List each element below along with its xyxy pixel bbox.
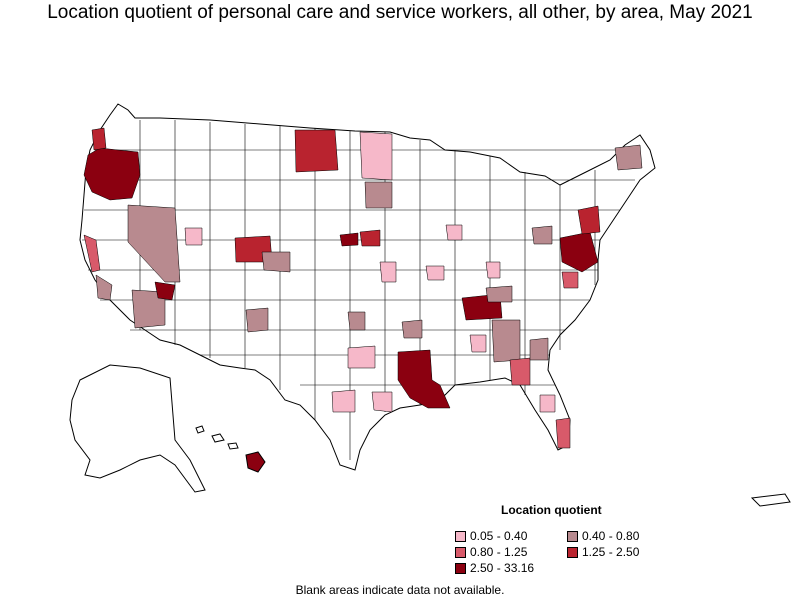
legend-swatch-2	[455, 546, 466, 558]
legend-item-1: 0.40 - 0.80	[567, 529, 639, 543]
alaska-outline	[69, 364, 206, 493]
legend-label-0: 0.05 - 0.40	[470, 529, 528, 543]
map-title: Location quotient of personal care and s…	[47, 2, 753, 23]
legend-swatch-0	[455, 530, 466, 542]
legend-swatch-3	[567, 546, 578, 558]
choropleth-regions	[83, 127, 643, 449]
hawaii-outline	[195, 425, 266, 473]
legend-item-2: 0.80 - 1.25	[455, 545, 527, 559]
legend-label-1: 0.40 - 0.80	[582, 529, 640, 543]
legend-item-3: 1.25 - 2.50	[567, 545, 639, 559]
legend-item-0: 0.05 - 0.40	[455, 529, 527, 543]
footnote: Blank areas indicate data not available.	[295, 583, 505, 597]
legend-label-4: 2.50 - 33.16	[470, 561, 535, 575]
puerto-rico-outline	[750, 493, 791, 507]
legend-swatch-1	[567, 530, 578, 542]
legend-swatch-4	[455, 562, 466, 574]
legend-title: Location quotient	[501, 503, 602, 517]
legend-label-2: 0.80 - 1.25	[470, 545, 528, 559]
legend-item-4: 2.50 - 33.16	[455, 561, 534, 575]
legend-label-3: 1.25 - 2.50	[582, 545, 640, 559]
